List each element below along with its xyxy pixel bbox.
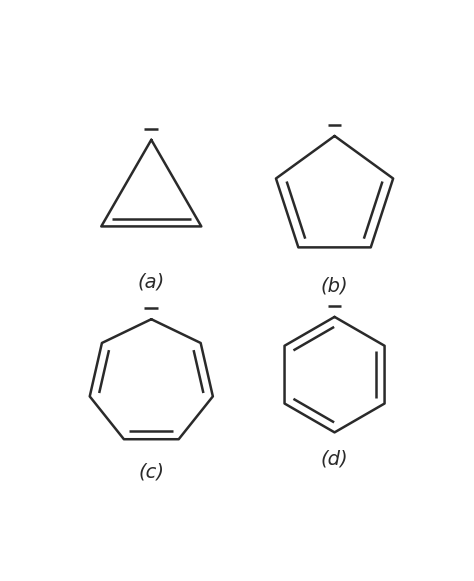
- Text: (a): (a): [137, 272, 165, 291]
- Text: (d): (d): [321, 449, 348, 468]
- Text: (c): (c): [138, 462, 164, 482]
- Text: (b): (b): [321, 276, 348, 295]
